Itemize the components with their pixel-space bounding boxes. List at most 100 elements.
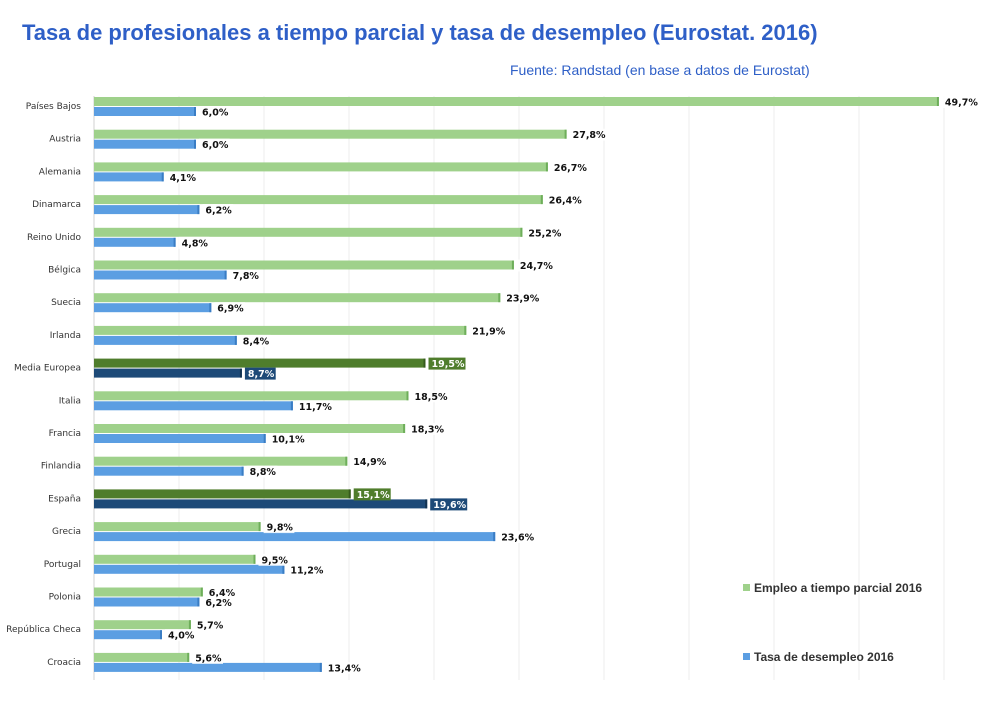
value-label-desempleo-belgica: 7,8% xyxy=(233,271,260,282)
category-label-suecia: Suecia xyxy=(51,298,81,308)
bar-edge xyxy=(348,489,351,499)
bar-desempleo-alemania xyxy=(94,172,164,182)
bar-edge xyxy=(545,162,548,172)
value-label-bg xyxy=(503,292,541,305)
value-label-parcial-finlandia: 14,9% xyxy=(353,457,386,468)
category-label-media-europea: Media Europea xyxy=(14,364,81,374)
bar-parcial-italia xyxy=(94,391,409,401)
bar-edge xyxy=(224,270,227,280)
value-label-bg xyxy=(430,498,468,511)
legend: Empleo a tiempo parcial 2016 Tasa de des… xyxy=(743,581,922,664)
value-label-bg xyxy=(295,400,333,413)
value-label-bg xyxy=(263,521,295,534)
bar-edge xyxy=(241,466,244,476)
value-label-desempleo-dinamarca: 6,2% xyxy=(205,206,232,217)
bar-desempleo-grecia xyxy=(94,532,496,542)
category-label-croacia: Croacia xyxy=(47,658,81,668)
bar-desempleo-italia xyxy=(94,401,293,411)
bar-parcial-austria xyxy=(94,129,567,139)
value-label-bg xyxy=(545,194,583,207)
category-label-espana: España xyxy=(48,494,81,504)
value-label-parcial-media-europea: 19,5% xyxy=(432,359,465,370)
value-label-bg xyxy=(193,619,225,632)
labels: Países Bajos 49,7% 6,0% Austria 27,8% 6,0% Ale… xyxy=(6,96,979,674)
bar-edge xyxy=(239,368,242,378)
category-label-finlandia: Finlandia xyxy=(41,462,81,472)
value-label-bg xyxy=(516,259,554,272)
bar-edge xyxy=(161,172,164,182)
value-label-bg xyxy=(411,390,449,403)
value-label-parcial-francia: 18,3% xyxy=(411,425,444,436)
bar-edge xyxy=(234,335,237,345)
legend-label-parcial: Empleo a tiempo parcial 2016 xyxy=(754,581,922,595)
value-label-parcial-croacia: 5,6% xyxy=(195,653,222,664)
bar-parcial-republica-checa xyxy=(94,620,191,630)
bar-edge xyxy=(209,303,212,313)
value-label-bg xyxy=(205,586,237,599)
category-label-portugal: Portugal xyxy=(44,560,81,570)
bar-parcial-alemania xyxy=(94,162,548,172)
value-label-bg xyxy=(214,302,246,315)
bar-edge xyxy=(173,237,176,247)
value-label-bg xyxy=(202,204,234,217)
value-label-desempleo-austria: 6,0% xyxy=(202,140,229,151)
bar-edge xyxy=(290,401,293,411)
chart-subtitle: Fuente: Randstad (en base a datos de Eur… xyxy=(510,62,810,78)
bar-edge xyxy=(498,293,501,303)
bar-edge xyxy=(187,652,190,662)
value-label-desempleo-reino-unido: 4,8% xyxy=(182,238,209,249)
value-label-desempleo-grecia: 23,6% xyxy=(501,533,534,544)
bar-desempleo-paises-bajos xyxy=(94,107,196,116)
value-label-desempleo-espana: 19,6% xyxy=(433,500,466,511)
bar-parcial-polonia xyxy=(94,587,203,597)
value-label-bg xyxy=(202,596,234,609)
value-label-desempleo-croacia: 13,4% xyxy=(328,663,361,674)
legend-swatch-desempleo xyxy=(743,653,750,660)
value-label-bg xyxy=(350,455,388,468)
value-label-bg xyxy=(229,269,261,282)
category-label-grecia: Grecia xyxy=(52,527,81,537)
value-label-parcial-polonia: 6,4% xyxy=(209,588,236,599)
bar-parcial-reino-unido xyxy=(94,227,523,237)
category-label-reino-unido: Reino Unido xyxy=(27,233,81,243)
category-label-italia: Italia xyxy=(59,396,81,406)
bar-edge xyxy=(253,554,256,564)
value-label-parcial-austria: 27,8% xyxy=(573,130,606,141)
bar-desempleo-portugal xyxy=(94,564,285,574)
bar-edge xyxy=(511,260,514,270)
value-label-parcial-portugal: 9,5% xyxy=(262,555,289,566)
bar-desempleo-dinamarca xyxy=(94,205,200,215)
bar-desempleo-reino-unido xyxy=(94,237,176,247)
value-label-bg xyxy=(498,531,536,544)
value-label-desempleo-suecia: 6,9% xyxy=(217,304,244,315)
value-label-bg xyxy=(199,138,230,151)
bar-edge xyxy=(423,358,426,368)
bar-edge xyxy=(493,532,496,542)
bar-parcial-finlandia xyxy=(94,456,348,466)
legend-label-desempleo: Tasa de desempleo 2016 xyxy=(754,650,894,664)
value-label-parcial-suecia: 23,9% xyxy=(506,294,539,305)
bar-edge xyxy=(540,195,543,205)
value-label-parcial-reino-unido: 25,2% xyxy=(528,228,561,239)
value-label-bg xyxy=(324,661,362,674)
value-label-parcial-italia: 18,5% xyxy=(415,392,448,403)
bar-desempleo-croacia xyxy=(94,662,322,672)
chart-title: Tasa de profesionales a tiempo parcial y… xyxy=(22,20,818,45)
bar-edge xyxy=(403,424,406,433)
bar-desempleo-austria xyxy=(94,139,196,149)
value-label-bg xyxy=(199,106,230,118)
bar-edge xyxy=(160,630,162,640)
category-label-dinamarca: Dinamarca xyxy=(32,200,81,210)
bar-edge xyxy=(197,597,200,607)
value-label-bg xyxy=(166,171,198,184)
bar-desempleo-espana xyxy=(94,499,428,509)
value-label-bg xyxy=(287,563,325,576)
value-label-desempleo-francia: 10,1% xyxy=(272,435,305,446)
bar-parcial-croacia xyxy=(94,652,190,662)
bar-edge xyxy=(188,620,191,630)
bar-parcial-media-europea xyxy=(94,358,426,368)
value-label-bg xyxy=(258,553,290,566)
value-label-bg xyxy=(165,629,196,642)
bar-edge xyxy=(263,434,266,443)
bar-edge xyxy=(282,564,285,574)
